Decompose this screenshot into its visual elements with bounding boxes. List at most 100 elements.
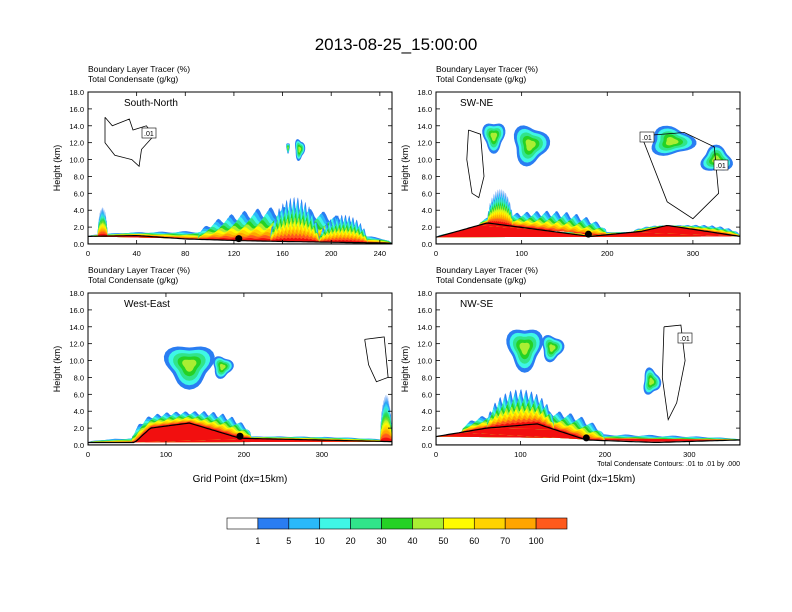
location-marker bbox=[584, 230, 592, 238]
colorbar-box bbox=[535, 517, 568, 530]
x-tick-label: 200 bbox=[601, 249, 614, 258]
y-tick-label: 10.0 bbox=[69, 357, 84, 366]
y-tick-label: 18.0 bbox=[69, 88, 84, 97]
x-tick-label: 0 bbox=[434, 450, 438, 459]
plot-area bbox=[88, 293, 392, 445]
colorbar-box bbox=[443, 517, 475, 530]
y-tick-label: 10.0 bbox=[69, 156, 84, 165]
y-tick-label: 12.0 bbox=[417, 340, 432, 349]
colorbar-box bbox=[257, 517, 290, 530]
y-tick-label: 4.0 bbox=[74, 206, 84, 215]
field-layer bbox=[88, 117, 392, 244]
y-tick-label: 16.0 bbox=[69, 306, 84, 315]
y-axis-label: Height (km) bbox=[400, 145, 410, 192]
colorbar-label: 40 bbox=[407, 536, 417, 546]
y-tick-label: 2.0 bbox=[74, 223, 84, 232]
plot-frame bbox=[87, 91, 393, 245]
cloud-blob bbox=[649, 377, 655, 386]
y-tick-label: 10.0 bbox=[417, 156, 432, 165]
y-tick-label: 12.0 bbox=[417, 139, 432, 148]
location-marker bbox=[236, 432, 244, 440]
y-tick-label: 8.0 bbox=[422, 172, 432, 181]
panel-title-line: Total Condensate (g/kg) bbox=[88, 275, 178, 285]
x-tick-label: 240 bbox=[374, 249, 387, 258]
x-tick-label: 200 bbox=[599, 450, 612, 459]
y-tick-label: 14.0 bbox=[417, 122, 432, 131]
colorbar-box bbox=[319, 517, 351, 530]
colorbar-label: 30 bbox=[377, 536, 387, 546]
x-tick-label: 100 bbox=[514, 450, 527, 459]
y-tick-label: 18.0 bbox=[417, 289, 432, 298]
y-tick-label: 8.0 bbox=[74, 373, 84, 382]
x-tick-label: 0 bbox=[86, 450, 90, 459]
y-axis-label: Height (km) bbox=[52, 346, 62, 393]
tracer-band bbox=[632, 225, 740, 237]
y-tick-label: 2.0 bbox=[74, 424, 84, 433]
y-tick-label: 8.0 bbox=[74, 172, 84, 181]
panel-label: South-North bbox=[124, 98, 178, 109]
y-tick-label: 6.0 bbox=[74, 390, 84, 399]
y-tick-label: 0.0 bbox=[74, 441, 84, 450]
x-tick-label: 0 bbox=[434, 249, 438, 258]
colorbar-box bbox=[350, 517, 382, 530]
colorbar-box bbox=[504, 517, 537, 530]
panel-title-line: Boundary Layer Tracer (%) bbox=[436, 64, 538, 74]
x-tick-label: 160 bbox=[276, 249, 289, 258]
contour-footnote: Total Condensate Contours: .01 to .01 by… bbox=[597, 461, 740, 468]
panel-title-line: Boundary Layer Tracer (%) bbox=[88, 265, 190, 275]
cloud-blob bbox=[287, 146, 289, 150]
y-tick-label: 14.0 bbox=[417, 323, 432, 332]
colorbar-label: 70 bbox=[500, 536, 510, 546]
panel-nw-se: Boundary Layer Tracer (%)Total Condensat… bbox=[400, 265, 741, 485]
field-layer bbox=[436, 123, 740, 244]
y-tick-label: 16.0 bbox=[417, 105, 432, 114]
colorbar-label: 50 bbox=[438, 536, 448, 546]
x-tick-label: 300 bbox=[683, 450, 696, 459]
cloud-blob bbox=[490, 132, 498, 142]
y-tick-label: 18.0 bbox=[417, 88, 432, 97]
contour-label: .01 bbox=[680, 336, 690, 343]
contour-label: .01 bbox=[144, 131, 154, 138]
cloud-blob bbox=[298, 146, 302, 153]
y-tick-label: 16.0 bbox=[417, 306, 432, 315]
y-tick-label: 6.0 bbox=[74, 189, 84, 198]
panel-title-line: Total Condensate (g/kg) bbox=[88, 74, 178, 84]
colorbar-label: 5 bbox=[286, 536, 291, 546]
x-tick-label: 40 bbox=[132, 249, 140, 258]
y-tick-label: 0.0 bbox=[74, 240, 84, 249]
colorbar-box bbox=[473, 517, 506, 530]
colorbar-box bbox=[226, 517, 259, 530]
y-tick-label: 0.0 bbox=[422, 441, 432, 450]
contour-label-box bbox=[713, 159, 729, 171]
y-tick-label: 18.0 bbox=[69, 289, 84, 298]
x-axis-label: Grid Point (dx=15km) bbox=[193, 474, 288, 485]
tracer-band bbox=[380, 437, 392, 442]
contour-label-box bbox=[639, 131, 655, 143]
y-tick-label: 2.0 bbox=[422, 424, 432, 433]
panel-south-north: Boundary Layer Tracer (%)Total Condensat… bbox=[52, 64, 393, 258]
contour-label-box bbox=[141, 127, 157, 139]
contour-label-box bbox=[677, 332, 693, 344]
y-tick-label: 4.0 bbox=[422, 407, 432, 416]
y-tick-label: 2.0 bbox=[422, 223, 432, 232]
colorbar-box bbox=[288, 517, 321, 530]
panels: Boundary Layer Tracer (%)Total Condensat… bbox=[52, 64, 741, 485]
condensate-contour bbox=[104, 117, 155, 168]
y-tick-label: 6.0 bbox=[422, 390, 432, 399]
panel-label: West-East bbox=[124, 299, 170, 310]
figure-title: 2013-08-25_15:00:00 bbox=[315, 35, 478, 54]
contour-label: .01 bbox=[716, 163, 726, 170]
colorbar-box bbox=[412, 517, 444, 530]
colorbar-label: 1 bbox=[255, 536, 260, 546]
y-tick-label: 4.0 bbox=[422, 206, 432, 215]
x-tick-label: 300 bbox=[316, 450, 329, 459]
location-marker bbox=[235, 235, 243, 243]
x-tick-label: 0 bbox=[86, 249, 90, 258]
y-tick-label: 6.0 bbox=[422, 189, 432, 198]
plot-frame bbox=[87, 292, 393, 446]
colorbar-box bbox=[381, 517, 413, 530]
y-axis-label: Height (km) bbox=[52, 145, 62, 192]
contour-label: .01 bbox=[642, 135, 652, 142]
panel-label: SW-NE bbox=[460, 98, 493, 109]
